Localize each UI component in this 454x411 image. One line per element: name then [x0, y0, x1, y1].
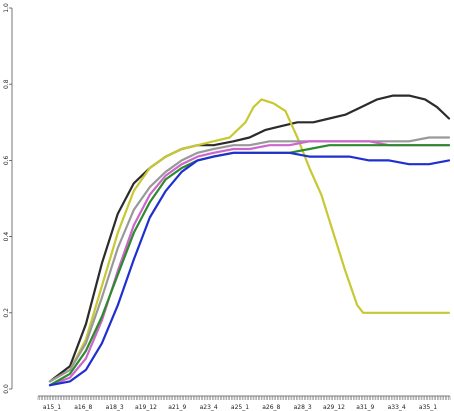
series-line-2	[48, 98, 451, 383]
y-tick-label: 0.2	[3, 308, 10, 318]
x-tick-label: a35_1	[419, 404, 437, 411]
y-tick-label: 0.8	[3, 79, 10, 89]
series-line-5	[48, 144, 451, 387]
plot-series	[48, 94, 451, 387]
x-tick-label: a28_3	[294, 404, 312, 411]
x-tick-label: a18_3	[106, 404, 124, 411]
x-tick-label: a29_12	[323, 404, 345, 411]
x-tick-label: a21_9	[168, 404, 186, 411]
x-axis: a15_1 a16_8 a18_3 a19_12 a21_9 a23_4 a25_1 a26_…	[37, 395, 451, 411]
x-tick-label: a15_1	[43, 404, 61, 411]
y-axis: 0.0 0.2 0.4 0.6 0.8 1.0	[3, 3, 13, 394]
x-tick-label: a19_12	[135, 404, 157, 411]
series-line-3	[48, 136, 451, 383]
series-line-1	[48, 94, 451, 383]
x-tick-label: a16_8	[74, 404, 92, 411]
x-tick-label: a26_8	[262, 404, 280, 411]
x-tick-label: a25_1	[231, 404, 249, 411]
y-tick-label: 0.6	[3, 155, 10, 165]
x-tick-label: a23_4	[200, 404, 218, 411]
y-tick-label: 1.0	[3, 3, 10, 13]
y-tick-label: 0.4	[3, 232, 10, 242]
series-line-6	[48, 151, 451, 387]
x-tick-label: a33_4	[388, 404, 406, 411]
y-tick-label: 0.0	[3, 384, 10, 394]
x-tick-label: a31_9	[356, 404, 374, 411]
